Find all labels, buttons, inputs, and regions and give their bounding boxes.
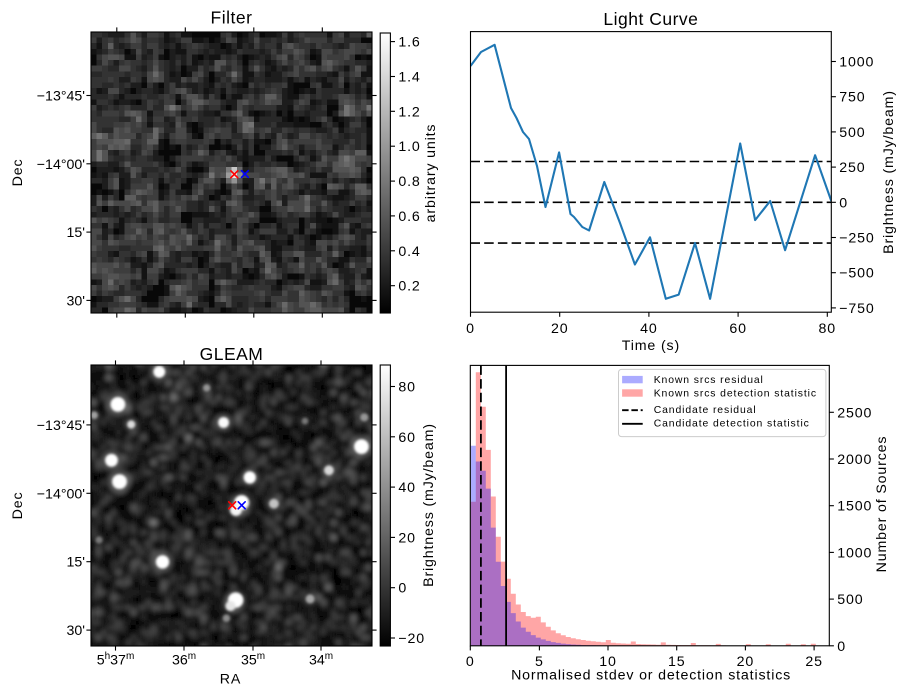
svg-text:0: 0 — [839, 195, 848, 211]
svg-text:30': 30' — [67, 623, 86, 639]
svg-text:1.4: 1.4 — [398, 70, 420, 86]
svg-text:0.8: 0.8 — [398, 174, 420, 190]
svg-text:RA: RA — [220, 672, 241, 688]
svg-text:Number of Sources: Number of Sources — [874, 436, 890, 573]
svg-text:−250: −250 — [839, 231, 874, 247]
svg-text:Time (s): Time (s) — [622, 338, 680, 354]
svg-text:0: 0 — [466, 321, 475, 337]
svg-text:Candidate residual: Candidate residual — [654, 405, 757, 416]
svg-text:1.2: 1.2 — [398, 104, 420, 120]
svg-text:1.0: 1.0 — [398, 139, 420, 155]
svg-text:0.4: 0.4 — [398, 244, 420, 260]
svg-text:30': 30' — [67, 293, 86, 309]
svg-text:Light Curve: Light Curve — [603, 9, 698, 29]
svg-text:60: 60 — [398, 430, 415, 446]
svg-text:80: 80 — [819, 321, 836, 337]
svg-text:−500: −500 — [839, 266, 874, 282]
svg-text:0: 0 — [398, 581, 407, 597]
svg-text:2000: 2000 — [837, 452, 872, 468]
svg-text:Dec: Dec — [10, 159, 26, 187]
svg-text:Brightness (mJy/beam): Brightness (mJy/beam) — [421, 423, 437, 587]
svg-text:40: 40 — [640, 321, 657, 337]
svg-text:−750: −750 — [839, 301, 874, 317]
svg-text:Known srcs residual: Known srcs residual — [654, 375, 764, 386]
svg-text:500: 500 — [839, 125, 865, 141]
svg-text:Brightness (mJy/beam): Brightness (mJy/beam) — [881, 90, 897, 254]
svg-text:60: 60 — [729, 321, 746, 337]
svg-text:arbitrary units: arbitrary units — [423, 124, 439, 223]
svg-text:750: 750 — [839, 90, 865, 106]
svg-text:15': 15' — [67, 555, 86, 571]
svg-text:−20: −20 — [398, 631, 425, 647]
svg-text:Normalised stdev or detection: Normalised stdev or detection statistics — [511, 668, 791, 684]
svg-text:−14°00': −14°00' — [37, 486, 85, 502]
svg-text:500: 500 — [837, 592, 863, 608]
svg-text:Filter: Filter — [211, 7, 253, 27]
svg-text:20: 20 — [737, 654, 754, 670]
svg-text:20: 20 — [398, 530, 415, 546]
svg-text:0: 0 — [466, 654, 475, 670]
svg-text:Candidate detection statistic: Candidate detection statistic — [654, 418, 810, 429]
svg-text:1000: 1000 — [837, 545, 872, 561]
svg-text:5: 5 — [535, 654, 544, 670]
svg-text:0.2: 0.2 — [398, 279, 420, 295]
svg-text:0.6: 0.6 — [398, 209, 420, 225]
svg-text:20: 20 — [551, 321, 568, 337]
svg-text:1000: 1000 — [839, 55, 874, 71]
svg-text:1500: 1500 — [837, 499, 872, 515]
svg-text:2500: 2500 — [837, 405, 872, 421]
svg-text:80: 80 — [398, 380, 415, 396]
svg-text:1.6: 1.6 — [398, 35, 420, 51]
svg-text:−14°00': −14°00' — [37, 157, 85, 173]
svg-text:−13°45': −13°45' — [37, 89, 85, 105]
svg-text:0: 0 — [837, 639, 846, 655]
svg-text:15': 15' — [67, 225, 86, 241]
svg-text:250: 250 — [839, 160, 865, 176]
svg-text:Dec: Dec — [10, 492, 26, 520]
svg-text:25: 25 — [805, 654, 822, 670]
svg-text:Known srcs detection statistic: Known srcs detection statistic — [654, 389, 817, 400]
svg-text:15: 15 — [668, 654, 685, 670]
svg-text:GLEAM: GLEAM — [200, 344, 264, 364]
svg-text:−13°45': −13°45' — [37, 418, 85, 434]
svg-text:10: 10 — [599, 654, 616, 670]
svg-text:40: 40 — [398, 480, 415, 496]
